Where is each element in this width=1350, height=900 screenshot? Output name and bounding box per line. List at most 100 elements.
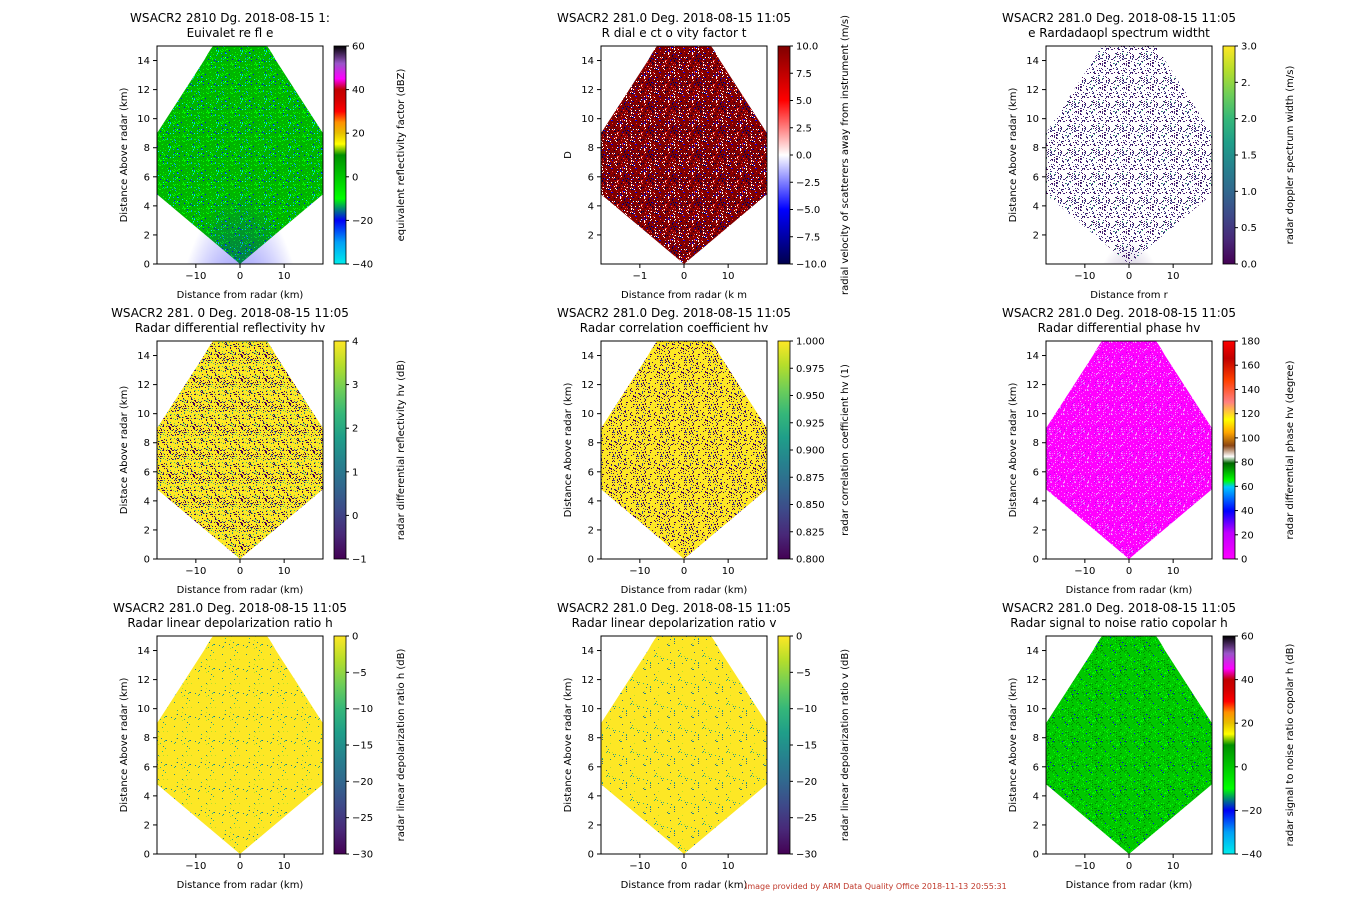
near-radar-width [1089,144,1169,264]
colorbar-tick-label: −25 [796,813,817,824]
colorbar-tick-label: 40 [1241,506,1254,517]
y-tick-label: 12 [1026,85,1039,96]
colorbar-tick-label: 20 [352,129,365,140]
y-axis-label: Distance Above radar (km) [119,88,130,223]
colorbar-tick-label: 0.0 [1241,260,1257,271]
radar-panel-8: −10 0 10 0 2 4 6 8 10 12 14 Distance from radar (km… [557,601,851,891]
colorbar-tick-label: 0.800 [796,555,825,566]
y-tick-label: 6 [144,467,150,478]
y-tick-label: 6 [144,762,150,773]
colorbar-tick-label: −10 [796,704,817,715]
y-tick-label: 10 [581,704,594,715]
colorbar-tick-label: −40 [1241,850,1262,861]
colorbar [777,340,791,560]
colorbar-tick-label: 2.0 [1241,114,1257,125]
y-tick-label: 2 [588,820,594,831]
colorbar-tick-label: 20 [1241,719,1254,730]
colorbar-tick-label: −10 [352,704,373,715]
x-axis-label: Distance from radar (km) [177,585,304,596]
colorbar-label: radar linear depolarization ratio v (dB) [840,649,851,841]
colorbar-tick-label: 4 [352,337,358,348]
y-tick-label: 6 [1033,467,1039,478]
x-axis-label: Distance from radar (km) [621,585,748,596]
colorbar-tick-label: 80 [1241,458,1254,469]
y-tick-label: 14 [137,351,150,362]
y-tick-label: 10 [1026,114,1039,125]
panel-title: WSACR2 281.0 Deg. 2018-08-15 11:05 [557,11,791,25]
colorbar-tick-label: 0.950 [796,391,825,402]
x-axis-label: Distance from radar (km) [177,290,304,301]
colorbar-tick-label: 40 [352,85,365,96]
y-tick-label: 2 [1033,525,1039,536]
colorbar-label: radar correlation coefficient hv (1) [840,364,851,536]
x-tick-label: −10 [1074,566,1095,577]
radar-field [1046,341,1212,559]
colorbar-tick-label: 0 [352,632,358,643]
panel-title: WSACR2 281.0 Deg. 2018-08-15 11:05 [1002,306,1236,320]
colorbar-label: radar differential phase hv (degree) [1285,360,1296,539]
y-tick-label: 14 [137,646,150,657]
colorbar-tick-label: 1.5 [1241,151,1257,162]
y-axis-label: Distance Above radar (km) [563,383,574,518]
y-tick-label: 6 [588,467,594,478]
y-tick-label: 10 [581,114,594,125]
y-tick-label: 14 [1026,56,1039,67]
x-tick-label: 10 [722,861,735,872]
y-axis-label: Distance Above radar (km) [563,678,574,813]
colorbar-tick-label: 0.925 [796,418,825,429]
colorbar-tick-label: 10.0 [796,42,818,53]
colorbar-tick-label: 0.875 [796,473,825,484]
x-axis-label: Distance from radar (km) [621,880,748,891]
colorbar [333,45,347,265]
y-tick-label: 8 [144,733,150,744]
panel-subtitle: Radar linear depolarization ratio h [127,616,332,630]
x-tick-label: 0 [681,271,687,282]
colorbar [1222,340,1236,560]
y-tick-label: 8 [588,143,594,154]
colorbar-tick-label: 1.000 [796,337,825,348]
radar-panel-1: −10 0 10 0 2 4 6 8 10 12 14 Distance from radar (km… [119,11,407,301]
colorbar-tick-label: 2.5 [796,123,812,134]
y-tick-label: 12 [581,675,594,686]
radar-field [601,636,767,854]
x-tick-label: 0 [681,861,687,872]
colorbar-label: radar differential reflectivity hv (dB) [396,360,407,540]
y-axis-label: Distance Above radar (km) [1008,383,1019,518]
y-axis-label: Distace Above radar (km) [119,386,130,515]
x-tick-label: −10 [185,566,206,577]
y-tick-label: 10 [1026,409,1039,420]
colorbar-tick-label: 160 [1241,361,1260,372]
y-tick-label: 0 [144,260,150,271]
x-axis-label: Distance from r [1090,290,1168,301]
colorbar-tick-label: −15 [352,741,373,752]
colorbar-label: radar linear depolarization ratio h (dB) [396,649,407,842]
colorbar-label: equivalent reflectivity factor (dBZ) [396,69,407,242]
y-tick-label: 8 [1033,143,1039,154]
panel-subtitle: e Rardadaopl spectrum widtht [1028,26,1210,40]
colorbar-tick-label: 0 [352,172,358,183]
x-tick-label: 10 [1167,861,1180,872]
colorbar-tick-label: −5.0 [796,205,820,216]
colorbar [333,635,347,855]
colorbar [333,340,347,560]
x-tick-label: 0 [1126,861,1132,872]
colorbar-tick-label: 40 [1241,675,1254,686]
y-tick-label: 10 [1026,704,1039,715]
panel-subtitle: Euivalet re fl e [187,26,274,40]
radar-field [157,341,323,559]
colorbar-tick-label: 60 [1241,632,1254,643]
panel-title: WSACR2 281.0 Deg. 2018-08-15 11:05 [113,601,347,615]
y-tick-label: 14 [1026,351,1039,362]
panel-title: WSACR2 2810 Dg. 2018-08-15 1: [130,11,330,25]
x-axis-label: Distance from radar (k m [621,290,747,301]
colorbar-tick-label: 0 [1241,762,1247,773]
y-tick-label: 8 [1033,733,1039,744]
y-tick-label: 4 [588,791,594,802]
colorbar-tick-label: 1.0 [1241,187,1257,198]
panel-title: WSACR2 281.0 Deg. 2018-08-15 11:05 [557,601,791,615]
y-tick-label: 4 [588,201,594,212]
colorbar-tick-label: 3.0 [1241,42,1257,53]
colorbar-label: radar signal to noise ratio copolar h (d… [1285,644,1296,847]
y-tick-label: 0 [588,555,594,566]
panel-subtitle: Radar linear depolarization ratio v [572,616,777,630]
